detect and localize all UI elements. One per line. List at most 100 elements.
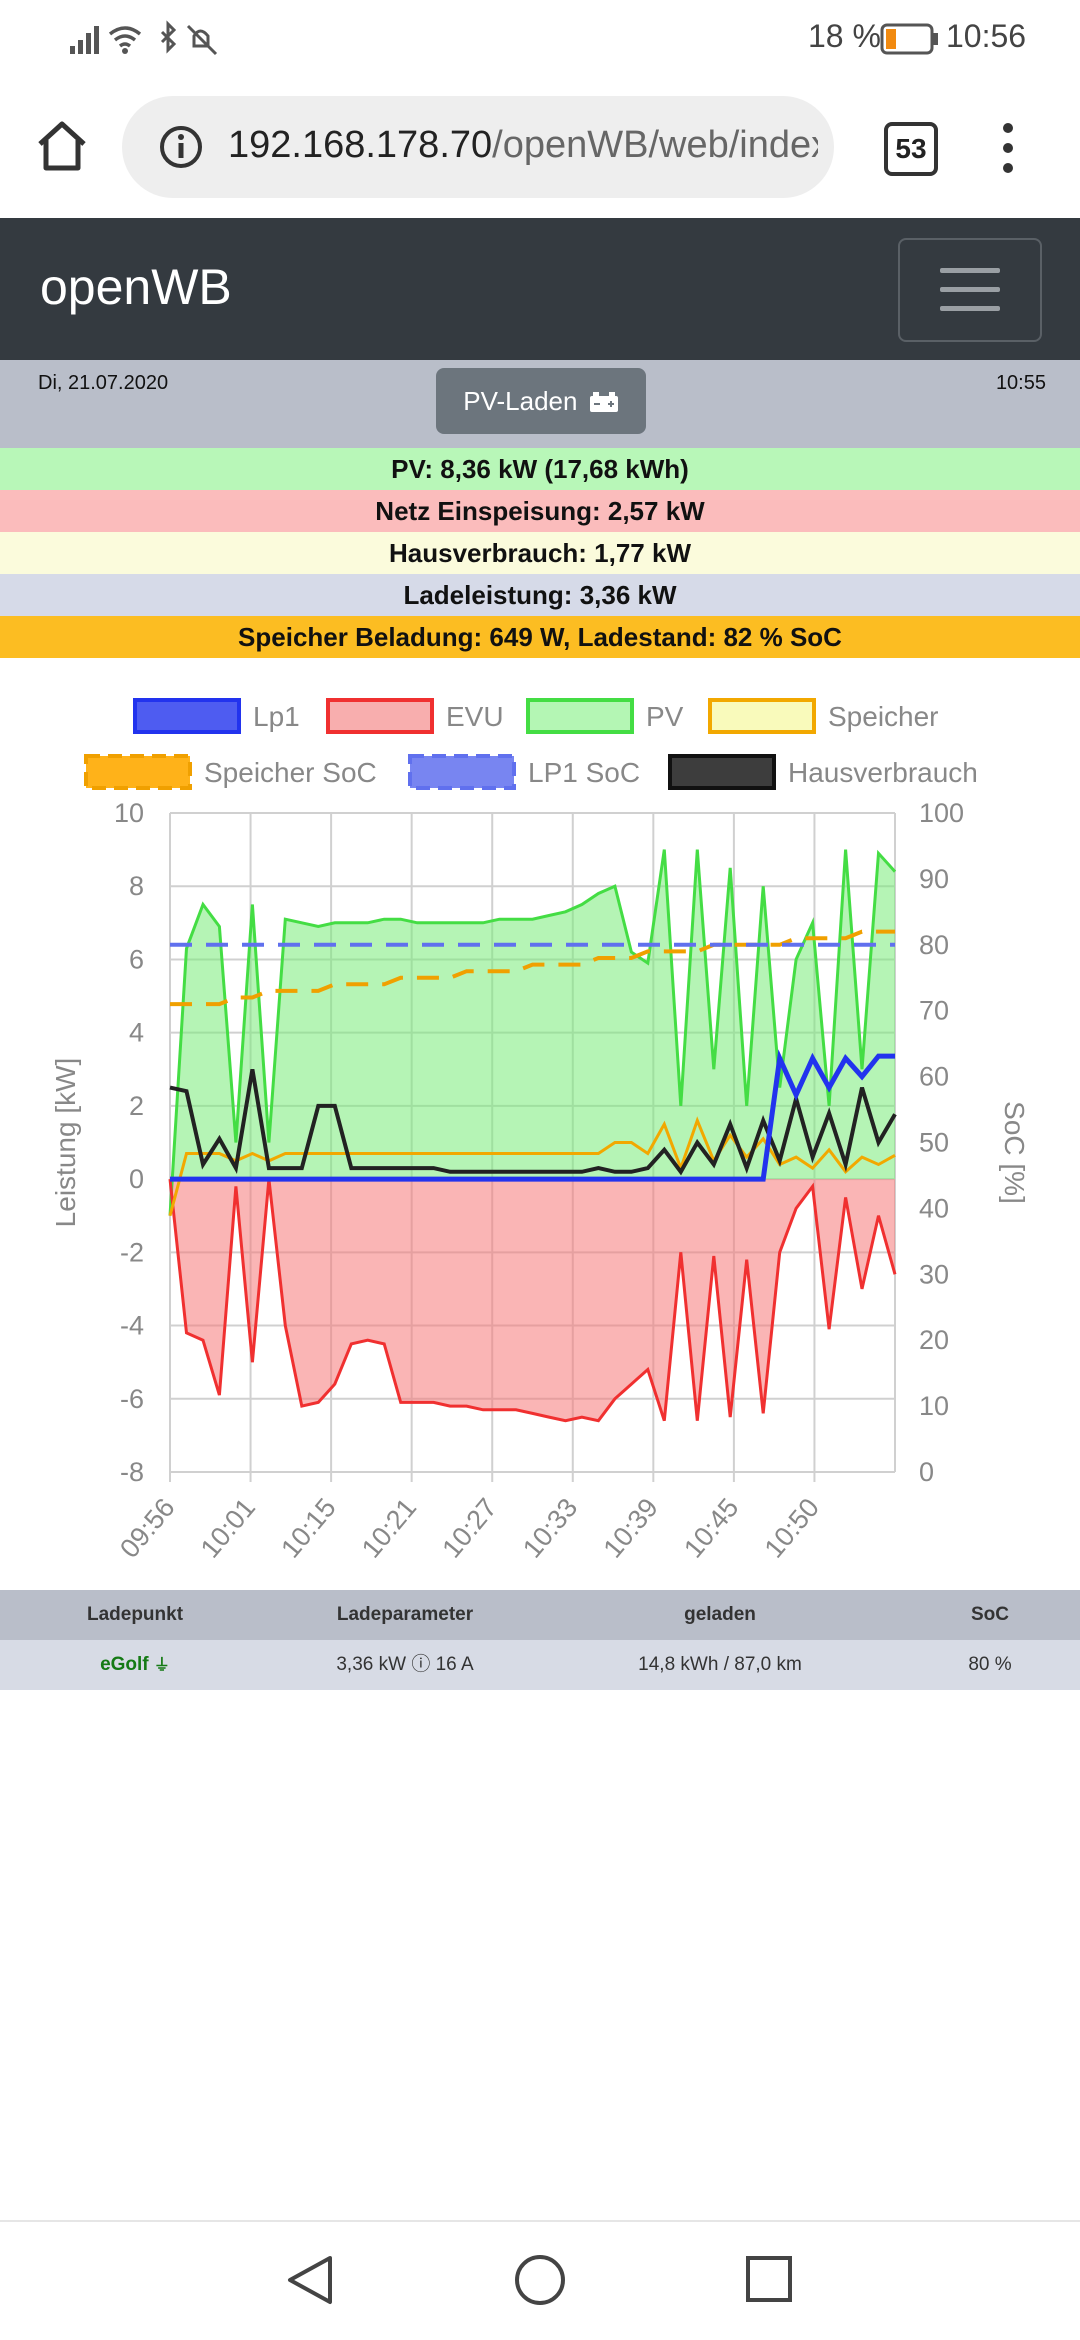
plug-icon: ⏚ [153, 1657, 170, 1674]
column-header: Ladeparameter [336, 1604, 474, 1625]
home-icon[interactable] [34, 118, 90, 174]
x-tick-label: 10:21 [356, 1493, 422, 1564]
y-tick-label: -2 [120, 1237, 144, 1267]
power-chart: 1086420-2-4-6-8100908070605040302010009:… [50, 698, 1030, 1564]
menu-toggle-button[interactable] [898, 238, 1042, 342]
status-bar: 18 % 10:56 [0, 0, 1080, 80]
charge-mode-label: PV-Laden [463, 386, 578, 416]
column-header: Ladepunkt [86, 1604, 184, 1625]
charge-power-row: Ladeleistung: 3,36 kW [0, 574, 1080, 616]
y-tick-label: 0 [129, 1164, 144, 1194]
series-speicher-soc-line [170, 929, 895, 1007]
table-row[interactable]: eGolf ⏚ 3,36 kW ⓘ 16 A 14,8 kWh / 87,0 k… [0, 1640, 1080, 1690]
series-speicher-line [168, 1116, 896, 1217]
y-axis-title: Leistung [kW] [50, 1058, 81, 1228]
mute-bell-icon [186, 24, 218, 56]
legend-label: Hausverbrauch [788, 757, 978, 788]
x-tick-label: 10:15 [275, 1493, 341, 1564]
signal-icon [70, 26, 99, 54]
y-tick-label: 6 [129, 944, 144, 974]
url-text[interactable]: 192.168.178.70/openWB/web/index.p [228, 124, 818, 167]
bluetooth-icon [160, 20, 177, 54]
wifi-icon [108, 26, 142, 48]
legend-label: EVU [446, 701, 504, 732]
charge-parameter-cell: 3,36 kW ⓘ 16 A [336, 1654, 474, 1675]
y-tick-label: 8 [129, 871, 144, 901]
legend-label: Speicher [828, 701, 939, 732]
legend-swatch [133, 698, 241, 734]
series-hausverbrauch-line [169, 1068, 897, 1176]
hamburger-icon [940, 268, 1000, 273]
back-icon [288, 2256, 332, 2304]
x-tick-label: 10:50 [759, 1493, 825, 1564]
battery-percentage: 18 % [808, 18, 881, 54]
x-tick-label: 10:01 [195, 1493, 261, 1564]
pv-row: PV: 8,36 kW (17,68 kWh) [0, 448, 1080, 490]
nav-separator [0, 2220, 1080, 2222]
series-lp1-line [170, 1049, 895, 1182]
y2-tick-label: 0 [919, 1457, 934, 1487]
y2-tick-label: 50 [919, 1128, 949, 1158]
storage-row: Speicher Beladung: 649 W, Ladestand: 82 … [0, 616, 1080, 658]
x-tick-label: 09:56 [114, 1493, 180, 1564]
charged-cell: 14,8 kWh / 87,0 km [638, 1654, 802, 1675]
series-pv-line [168, 849, 897, 1216]
charge-mode-button[interactable]: PV-Laden [436, 368, 646, 434]
charge-point-cell[interactable]: eGolf ⏚ [0, 1640, 270, 1691]
grid-feed-row: Netz Einspeisung: 2,57 kW [0, 490, 1080, 532]
charge-point-name: eGolf [100, 1654, 149, 1675]
y-tick-label: -8 [120, 1457, 144, 1487]
series-evu-area [170, 1179, 895, 1421]
soc-cell: 80 % [968, 1654, 1012, 1675]
y-tick-label: -4 [120, 1311, 144, 1341]
recents-icon [746, 2256, 792, 2302]
x-tick-label: 10:33 [517, 1493, 583, 1564]
tab-count-button[interactable]: 53 [884, 122, 938, 176]
legend-swatch [526, 698, 634, 734]
y2-tick-label: 80 [919, 930, 949, 960]
app-title[interactable]: openWB [40, 259, 232, 315]
system-nav [288, 2255, 792, 2305]
y2-tick-label: 60 [919, 1062, 949, 1092]
legend-swatch [84, 754, 192, 790]
y-tick-label: 10 [114, 798, 144, 828]
column-header: geladen [684, 1604, 756, 1625]
legend-label: PV [646, 701, 684, 732]
y2-tick-label: 90 [919, 864, 949, 894]
y2-tick-label: 10 [919, 1391, 949, 1421]
x-tick-label: 10:27 [436, 1493, 502, 1564]
legend-swatch [668, 754, 776, 790]
battery-mode-icon [589, 392, 618, 412]
y-tick-label: 4 [129, 1018, 144, 1048]
battery-icon [880, 23, 938, 55]
y2-tick-label: 100 [919, 798, 964, 828]
x-tick-label: 10:45 [678, 1493, 744, 1564]
series-pv-area [170, 849, 895, 1216]
x-tick-label: 10:39 [598, 1493, 664, 1564]
legend-swatch [408, 754, 516, 790]
legend-label: Speicher SoC [204, 757, 377, 788]
legend-label: Lp1 [253, 701, 300, 732]
y2-tick-label: 30 [919, 1259, 949, 1289]
y2-tick-label: 40 [919, 1193, 949, 1223]
time-label: 10:55 [995, 372, 1046, 394]
legend-swatch [326, 698, 434, 734]
legend-label: LP1 SoC [528, 757, 640, 788]
url-host: 192.168.178.70 [228, 124, 493, 166]
date-label: Di, 21.07.2020 [38, 372, 169, 394]
hamburger-icon-bar [940, 306, 1000, 311]
table-header: Ladepunkt Ladeparameter geladen SoC [0, 1590, 1080, 1640]
y2-tick-label: 70 [919, 996, 949, 1026]
hamburger-icon-bar [940, 287, 1000, 292]
address-bar[interactable] [122, 96, 834, 198]
y-tick-label: 2 [129, 1091, 144, 1121]
series-evu-line [168, 1178, 897, 1423]
url-path: /openWB/web/index.p [492, 124, 818, 166]
home-nav-icon [515, 2255, 565, 2305]
more-options-icon[interactable] [996, 120, 1020, 176]
y2-tick-label: 20 [919, 1325, 949, 1355]
info-icon[interactable] [158, 124, 204, 170]
clock: 10:56 [946, 18, 1027, 54]
status-icons [70, 20, 218, 56]
y-tick-label: -6 [120, 1384, 144, 1414]
